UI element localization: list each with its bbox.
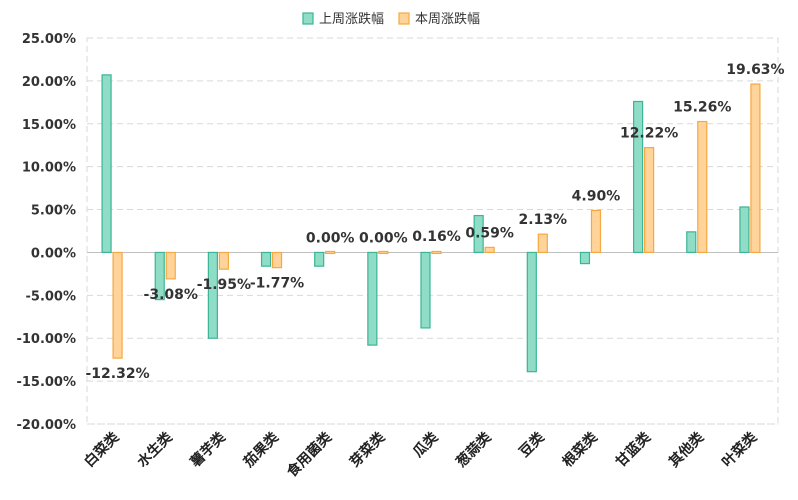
data-label-7: 0.59% [465,225,514,241]
bar-last-week-12 [739,206,750,254]
bar-last-week-5 [367,251,378,346]
data-label-0: -12.32% [86,366,150,382]
category-label-5: 芽菜类 [346,428,388,470]
bar-last-week-6 [420,251,431,329]
bar-last-week-2 [207,251,218,339]
data-label-11: 15.26% [673,100,731,116]
bar-last-week-7 [473,214,484,254]
bar-this-week-9 [590,209,602,254]
bar-this-week-2 [218,251,229,270]
data-label-10: 12.22% [620,126,678,142]
category-label-2: 薯芋类 [186,428,229,471]
data-label-6: 0.16% [412,229,461,245]
legend-label-1: 本周涨跌幅 [415,11,480,27]
bar-last-week-10 [633,100,644,254]
category-label-12: 叶菜类 [719,428,761,470]
bar-last-week-8 [526,251,537,373]
y-tick-label: 10.00% [22,161,76,176]
bar-this-week-3 [271,251,283,269]
data-label-9: 4.90% [572,188,621,204]
category-label-11: 其他类 [665,428,707,470]
y-tick-label: 5.00% [31,204,76,219]
bar-this-week-6 [431,250,442,255]
data-label-12: 19.63% [726,62,784,78]
bar-last-week-4 [314,251,325,267]
category-label-4: 食用菌类 [283,428,335,480]
data-label-3: -1.77% [250,276,304,292]
data-label-4: 0.00% [306,230,355,246]
data-label-1: -3.08% [144,287,198,303]
bar-this-week-1 [165,251,176,280]
bar-this-week-7 [484,246,495,254]
category-label-6: 瓜类 [410,428,443,461]
y-tick-label: 20.00% [22,75,76,90]
category-label-3: 茄果类 [239,428,282,471]
category-label-8: 豆类 [516,428,549,461]
data-label-8: 2.13% [519,212,568,228]
bar-this-week-8 [537,233,548,254]
y-tick-label: 0.00% [31,246,76,261]
category-label-10: 甘蓝类 [612,428,654,470]
bar-this-week-0 [112,251,123,359]
bar-last-week-9 [579,251,591,265]
legend-label-0: 上周涨跌幅 [319,11,384,27]
category-label-9: 根菜类 [559,428,601,470]
category-label-1: 水生类 [134,428,176,470]
data-label-2: -1.95% [197,277,251,293]
bar-this-week-4 [325,250,336,255]
y-tick-label: -20.00% [16,418,76,433]
bar-last-week-1 [154,251,165,301]
bar-this-week-10 [644,147,655,254]
bar-this-week-12 [750,83,761,254]
bar-this-week-11 [697,120,708,254]
y-tick-label: 25.00% [22,32,76,47]
category-label-7: 葱蒜类 [453,428,495,470]
bar-this-week-5 [378,250,389,255]
bar-last-week-0 [101,74,112,254]
category-label-0: 白菜类 [81,428,123,470]
y-tick-label: -15.00% [16,375,76,390]
bar-last-week-11 [686,231,697,254]
y-tick-label: 15.00% [22,118,76,133]
legend-swatch-1 [398,12,410,25]
legend-swatch-0 [302,12,314,25]
data-label-5: 0.00% [359,230,408,246]
bar-last-week-3 [260,251,272,267]
y-tick-label: -10.00% [16,332,76,347]
y-tick-label: -5.00% [26,289,77,304]
